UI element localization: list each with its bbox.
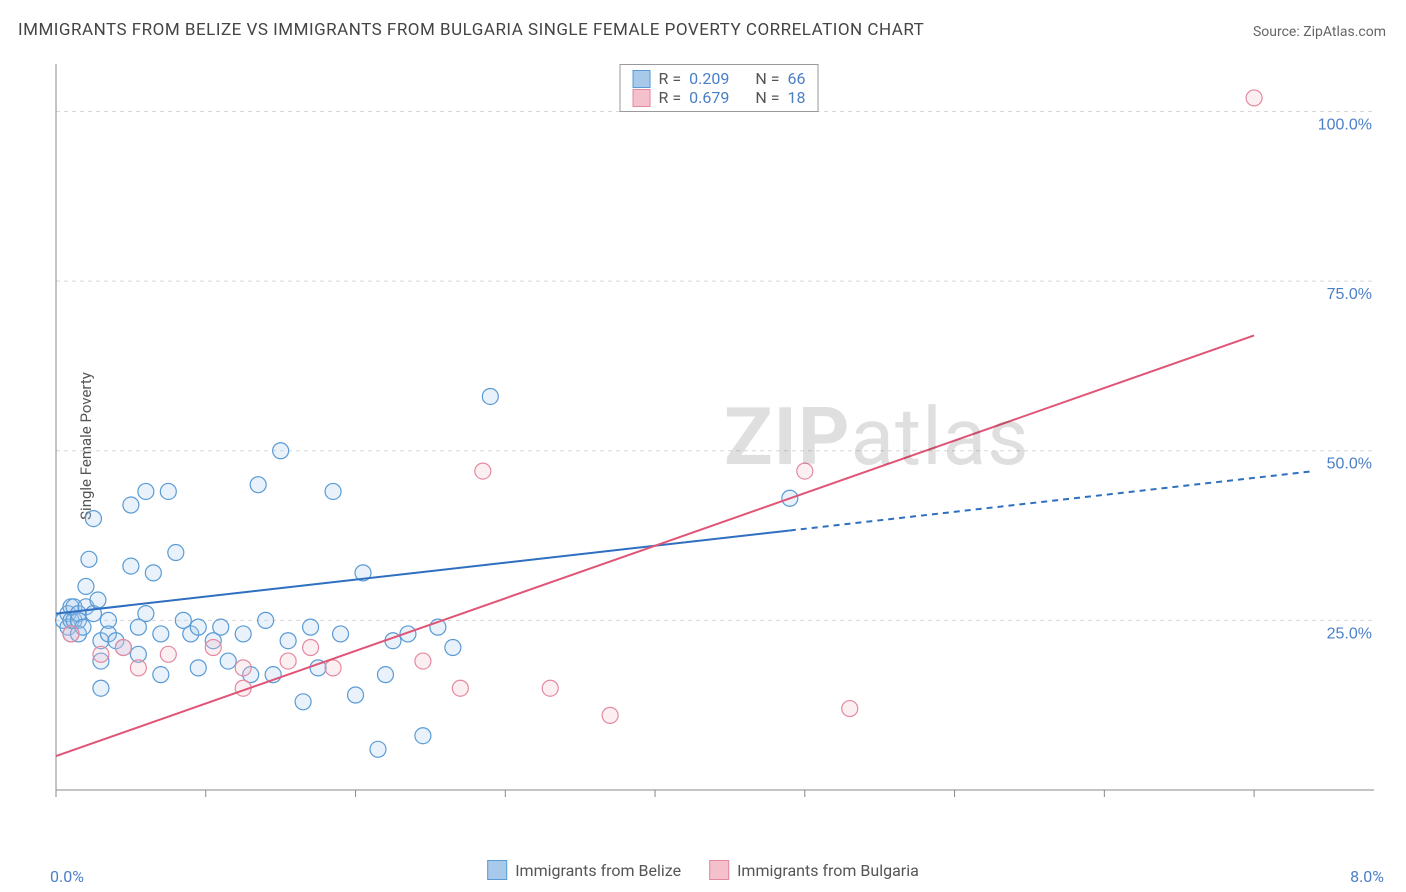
plot-area: 25.0% 50.0% 75.0% 100.0% R = 0.209 N = 66 R… <box>54 60 1384 820</box>
legend-swatch-icon <box>709 860 729 880</box>
correlation-legend: R = 0.209 N = 66 R = 0.679 N = 18 <box>620 64 819 112</box>
svg-text:100.0%: 100.0% <box>1318 116 1372 133</box>
chart-title: IMMIGRANTS FROM BELIZE VS IMMIGRANTS FRO… <box>18 20 924 40</box>
legend-item-belize: Immigrants from Belize <box>487 860 681 880</box>
r-value-belize: 0.209 <box>689 69 729 88</box>
legend-swatch-bulgaria <box>633 89 651 107</box>
r-label: R = <box>659 88 682 107</box>
n-value-belize: 66 <box>787 69 805 88</box>
scatter-chart: 25.0% 50.0% 75.0% 100.0% <box>54 60 1384 820</box>
legend-swatch-belize <box>633 70 651 88</box>
chart-container: IMMIGRANTS FROM BELIZE VS IMMIGRANTS FRO… <box>0 0 1406 892</box>
r-label: R = <box>659 69 682 88</box>
legend-label-bulgaria: Immigrants from Bulgaria <box>737 861 919 880</box>
r-value-bulgaria: 0.679 <box>689 88 729 107</box>
series-legend: Immigrants from Belize Immigrants from B… <box>487 860 919 880</box>
x-tick-8: 8.0% <box>1350 867 1384 886</box>
x-tick-0: 0.0% <box>50 867 84 886</box>
n-value-bulgaria: 18 <box>787 88 805 107</box>
svg-text:25.0%: 25.0% <box>1327 625 1372 642</box>
source-attribution: Source: ZipAtlas.com <box>1253 24 1386 40</box>
legend-swatch-icon <box>487 860 507 880</box>
source-link[interactable]: ZipAtlas.com <box>1303 24 1386 40</box>
n-label: N = <box>755 69 779 88</box>
svg-text:50.0%: 50.0% <box>1327 456 1372 473</box>
legend-row-bulgaria: R = 0.679 N = 18 <box>633 88 806 107</box>
legend-row-belize: R = 0.209 N = 66 <box>633 69 806 88</box>
legend-label-belize: Immigrants from Belize <box>515 861 681 880</box>
source-label: Source: <box>1253 24 1300 40</box>
n-label: N = <box>755 88 779 107</box>
svg-text:75.0%: 75.0% <box>1327 286 1372 303</box>
legend-item-bulgaria: Immigrants from Bulgaria <box>709 860 919 880</box>
